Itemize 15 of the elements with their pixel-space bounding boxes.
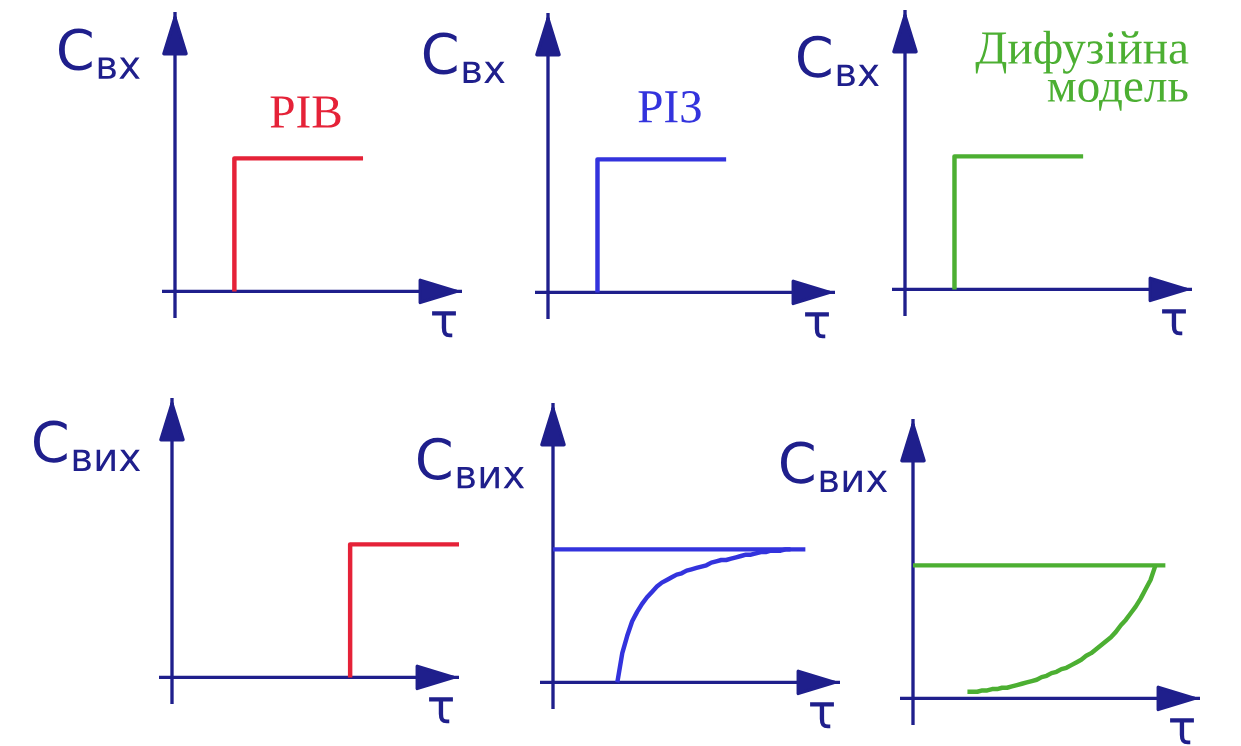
y-axis-title: C$_{вих}$ [417, 437, 525, 489]
series-label: Дифузійна модель [975, 30, 1189, 111]
x-axis-title: τ [1162, 309, 1186, 336]
x-axis-title: τ [810, 702, 834, 729]
series-label: РІЗ [638, 90, 701, 123]
y-axis-title: C$_{вх}$ [423, 32, 505, 83]
y-axis-title: C$_{вих}$ [780, 441, 888, 492]
series-label: РІВ [270, 96, 341, 128]
y-axis-title: C$_{вх}$ [58, 28, 140, 79]
x-axis-title: τ [429, 697, 453, 724]
x-axis-title: τ [805, 312, 829, 339]
x-axis-title: τ [432, 311, 456, 338]
y-axis-title: C$_{вх}$ [797, 35, 879, 87]
x-axis-title: τ [1170, 718, 1194, 745]
y-axis-title: C$_{вих}$ [33, 420, 141, 471]
